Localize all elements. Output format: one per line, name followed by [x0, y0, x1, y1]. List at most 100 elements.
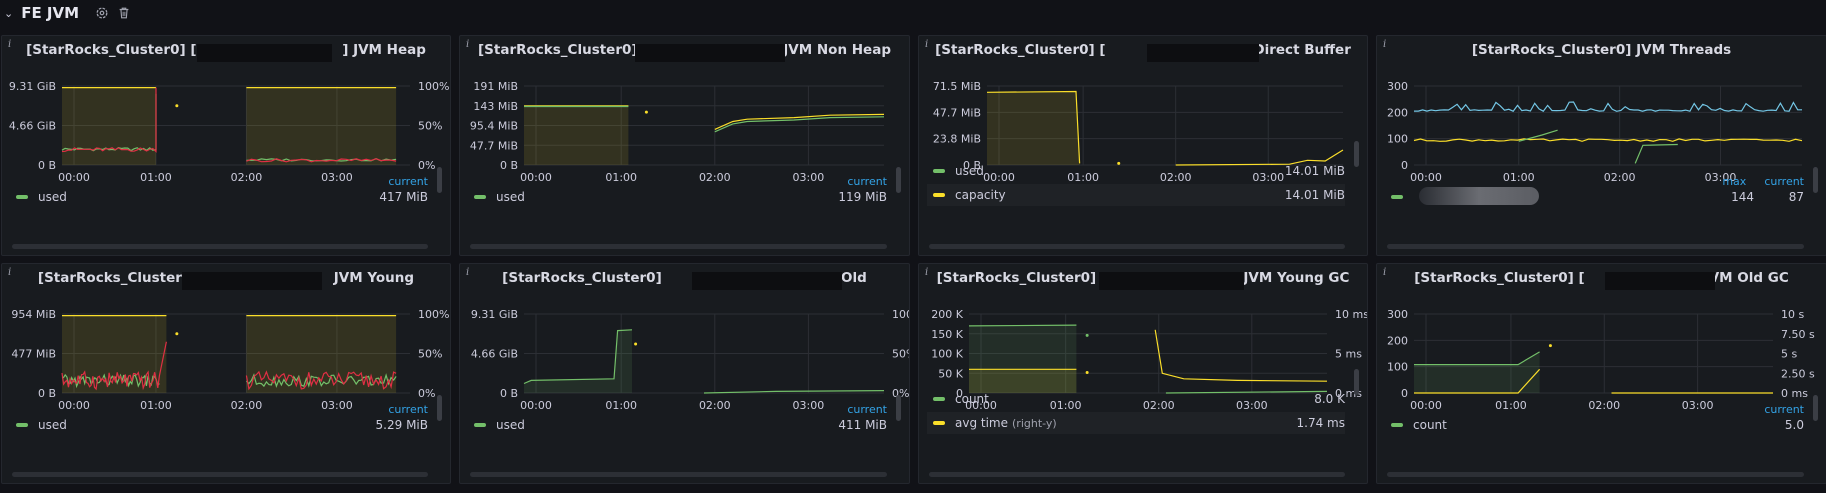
legend-item[interactable]: count 8.0 K	[927, 388, 1345, 410]
panel-title[interactable]: [StarRocks_Cluster0] JVM Threads	[1471, 42, 1732, 58]
legend-swatch[interactable]	[933, 169, 945, 173]
legend-label[interactable]: count	[1413, 418, 1754, 432]
legend-swatch[interactable]	[1391, 195, 1403, 199]
legend-header[interactable]: current	[829, 403, 887, 416]
legend-column-1[interactable]: current	[1764, 175, 1804, 188]
y2-tick-label: 7.50 s	[1781, 328, 1815, 341]
legend-scrollbar[interactable]	[1354, 369, 1359, 395]
legend-hscrollbar[interactable]	[470, 244, 887, 249]
info-icon[interactable]: i	[1383, 267, 1387, 278]
legend-scrollbar[interactable]	[1354, 141, 1359, 167]
y-tick-label: 150 K	[931, 328, 963, 341]
legend-scrollbar[interactable]	[437, 167, 442, 193]
legend-column-0[interactable]: current	[847, 403, 887, 416]
legend-column-0[interactable]: current	[847, 175, 887, 188]
legend-column-0[interactable]: current	[388, 175, 428, 188]
info-icon[interactable]: i	[8, 39, 12, 50]
legend-scrollbar[interactable]	[896, 395, 901, 421]
legend-column-0[interactable]: max	[1722, 175, 1747, 188]
legend-label[interactable]	[1413, 186, 1704, 208]
legend-hscrollbar[interactable]	[1387, 244, 1804, 249]
legend-item[interactable]: avg time (right-y) 1.74 ms	[927, 412, 1345, 434]
legend-swatch[interactable]	[16, 423, 28, 427]
legend-swatch[interactable]	[933, 193, 945, 197]
legend-label[interactable]: used	[38, 418, 376, 432]
legend-header[interactable]: current	[370, 175, 428, 188]
legend-scrollbar[interactable]	[896, 167, 901, 193]
legend-label[interactable]: used	[38, 190, 378, 204]
legend-item[interactable]: used 417 MiB	[10, 186, 428, 208]
panel-7[interactable]: i [StarRocks_Cluster0] [ ] JVM Old GC 300 2…	[1376, 263, 1826, 484]
legend-label[interactable]: used	[496, 418, 837, 432]
info-icon[interactable]: i	[466, 39, 470, 50]
legend-label[interactable]: used	[496, 190, 837, 204]
legend-hscrollbar[interactable]	[470, 472, 887, 477]
legend-hscrollbar[interactable]	[929, 472, 1345, 477]
legend-item[interactable]: used 119 MiB	[468, 186, 887, 208]
panel-title[interactable]: [StarRocks_Cluster0] JVM Non Heap	[478, 42, 891, 58]
legend-scrollbar[interactable]	[437, 395, 442, 421]
y-tick-label: 191 MiB	[473, 80, 518, 93]
legend-hscrollbar[interactable]	[12, 244, 428, 249]
legend-item[interactable]: count 5.0	[1385, 414, 1804, 436]
legend-hscrollbar[interactable]	[12, 472, 428, 477]
data-point	[644, 110, 648, 114]
chart: 191 MiB 143 MiB 95.4 MiB 47.7 MiB 0 B00:00 01…	[470, 80, 885, 184]
info-icon[interactable]: i	[925, 39, 929, 50]
legend-swatch[interactable]	[933, 397, 945, 401]
legend-item[interactable]: used 5.29 MiB	[10, 414, 428, 436]
panel-4[interactable]: i [StarRocks_Cluster0] JVM Young 954 MiB 47…	[1, 263, 451, 484]
panel-title[interactable]: [StarRocks_Cluster0] JVM Young	[37, 270, 415, 286]
legend-series-name: used	[955, 164, 984, 178]
panel-title[interactable]: [StarRocks_Cluster0] [ ] JVM Direct Buff…	[935, 42, 1351, 58]
info-icon[interactable]: i	[925, 267, 929, 278]
series-line	[61, 341, 167, 391]
legend-swatch[interactable]	[1391, 423, 1403, 427]
legend-item[interactable]: used 411 MiB	[468, 414, 887, 436]
legend-label[interactable]: count	[955, 392, 1295, 406]
legend-scrollbar[interactable]	[1813, 395, 1818, 421]
legend-item[interactable]: 144 87	[1385, 186, 1804, 208]
trash-icon[interactable]	[117, 6, 131, 20]
y-tick-label: 300	[1387, 80, 1408, 93]
info-icon[interactable]: i	[466, 267, 470, 278]
legend-column-0[interactable]: current	[388, 403, 428, 416]
legend-item[interactable]: capacity 14.01 MiB	[927, 184, 1345, 206]
legend-swatch[interactable]	[933, 421, 945, 425]
panel-6[interactable]: i[StarRocks_Cluster0] 0] JVM Young GC200…	[918, 263, 1368, 484]
panel-2[interactable]: i [StarRocks_Cluster0] [ ] JVM Direct Buf…	[918, 35, 1368, 256]
series-line	[1414, 368, 1541, 394]
x-tick-label: 00:00	[58, 171, 90, 184]
info-icon[interactable]: i	[1383, 39, 1387, 50]
legend-item[interactable]: used 14.01 MiB	[927, 160, 1345, 182]
legend-header[interactable]: max current	[1704, 175, 1804, 188]
panel-title[interactable]: [StarRocks_Cluster0] [ ] JVM Heap	[26, 42, 426, 58]
legend-value: 87	[1788, 190, 1804, 204]
legend-column-0[interactable]: current	[1764, 403, 1804, 416]
legend-header[interactable]: current	[829, 175, 887, 188]
legend-label[interactable]: used	[955, 164, 1285, 178]
panel-5[interactable]: i [StarRocks_Cluster0] JVM Old 9.31 GiB 4.6…	[459, 263, 910, 484]
legend-header[interactable]: current	[370, 403, 428, 416]
legend-label[interactable]: avg time (right-y)	[955, 416, 1295, 430]
legend-swatch[interactable]	[474, 423, 486, 427]
legend-value: 1.74 ms	[1296, 416, 1345, 430]
legend-hscrollbar[interactable]	[929, 244, 1345, 249]
legend-scrollbar[interactable]	[1813, 167, 1818, 193]
chevron-down-icon[interactable]: ⌄	[4, 6, 14, 20]
panel-0[interactable]: i [StarRocks_Cluster0] [ ] JVM Heap 9.31 G…	[1, 35, 451, 256]
gear-icon[interactable]	[95, 6, 109, 20]
legend-hscrollbar[interactable]	[1387, 472, 1804, 477]
info-icon[interactable]: i	[8, 267, 12, 278]
series-line	[1414, 351, 1540, 366]
x-tick-label: 00:00	[58, 399, 90, 412]
row-title[interactable]: FE JVM	[21, 4, 80, 22]
legend-swatch[interactable]	[474, 195, 486, 199]
legend-swatch[interactable]	[16, 195, 28, 199]
legend-label[interactable]: capacity	[955, 188, 1285, 202]
panel-3[interactable]: i [StarRocks_Cluster0] JVM Threads 300 200 1…	[1376, 35, 1826, 256]
row-header[interactable]: ⌄ FE JVM	[0, 0, 1826, 26]
y-tick-label: 23.8 MiB	[933, 133, 981, 146]
panel-1[interactable]: i [StarRocks_Cluster0] JVM Non Heap 191 Mi…	[459, 35, 910, 256]
legend-header[interactable]: current	[1746, 403, 1804, 416]
